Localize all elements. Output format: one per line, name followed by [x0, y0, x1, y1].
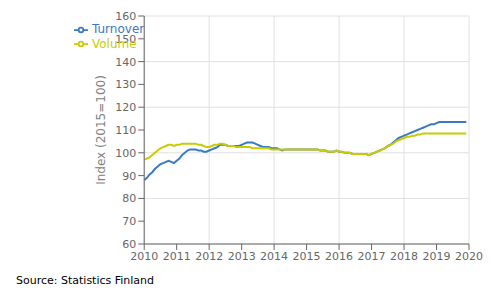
- svg-text:2013: 2013: [228, 250, 256, 263]
- svg-text:60: 60: [122, 238, 136, 251]
- svg-text:2014: 2014: [260, 250, 288, 263]
- svg-text:2020: 2020: [455, 250, 483, 263]
- svg-text:2011: 2011: [163, 250, 191, 263]
- svg-text:2017: 2017: [358, 250, 386, 263]
- svg-text:2019: 2019: [423, 250, 451, 263]
- svg-text:160: 160: [115, 10, 136, 23]
- svg-text:80: 80: [122, 192, 136, 205]
- svg-text:100: 100: [115, 147, 136, 160]
- svg-text:Index (2015=100): Index (2015=100): [94, 75, 108, 185]
- svg-text:2012: 2012: [195, 250, 223, 263]
- svg-text:2010: 2010: [130, 250, 158, 263]
- svg-text:2016: 2016: [325, 250, 353, 263]
- svg-text:70: 70: [122, 215, 136, 228]
- svg-text:90: 90: [122, 170, 136, 183]
- svg-text:150: 150: [115, 33, 136, 46]
- svg-text:2018: 2018: [390, 250, 418, 263]
- svg-text:130: 130: [115, 78, 136, 91]
- svg-text:2015: 2015: [293, 250, 321, 263]
- svg-text:120: 120: [115, 101, 136, 114]
- svg-text:110: 110: [115, 124, 136, 137]
- svg-text:140: 140: [115, 56, 136, 69]
